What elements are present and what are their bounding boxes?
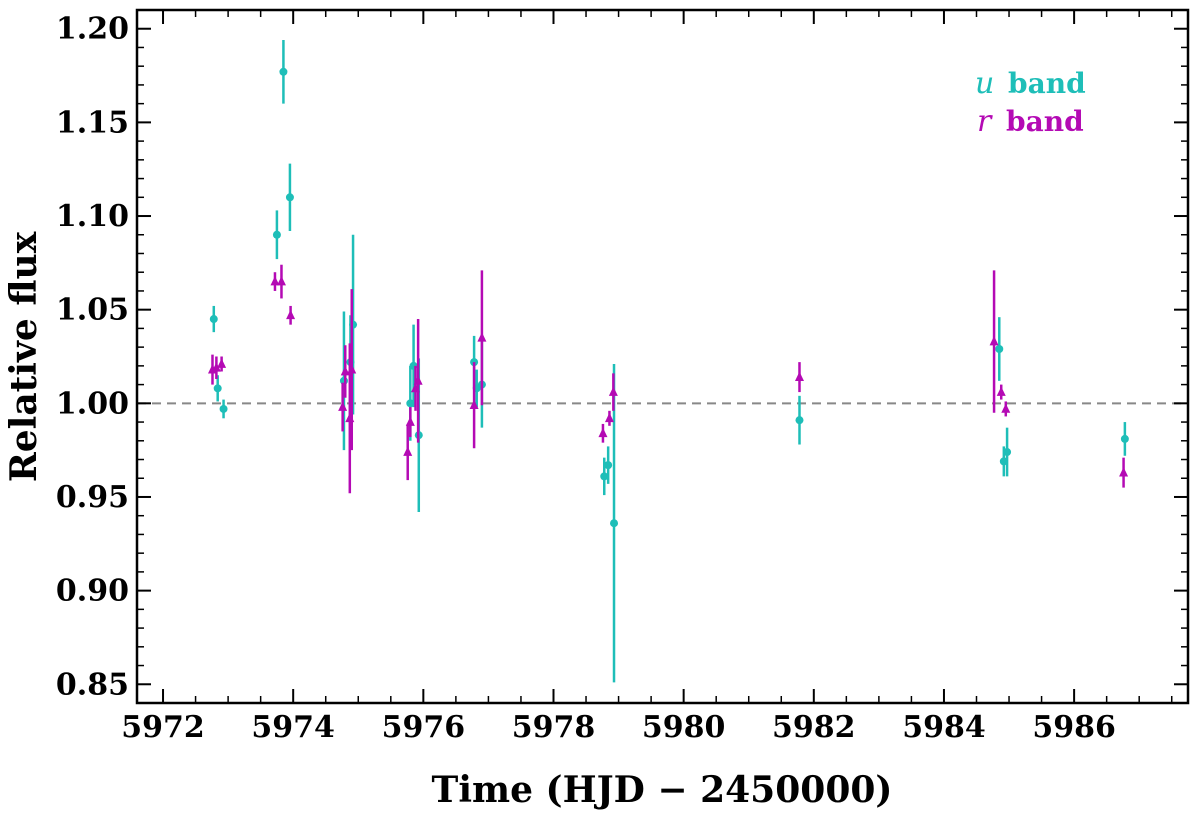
data-point (999, 457, 1008, 466)
data-point (276, 276, 286, 286)
data-point (270, 276, 280, 286)
x-tick-label: 5978 (512, 710, 596, 745)
data-point (477, 332, 487, 342)
plot-layer (137, 39, 1188, 683)
x-tick-label: 5986 (1032, 710, 1116, 745)
data-point (794, 371, 804, 381)
y-tick-label: 1.05 (56, 293, 129, 328)
data-point (1119, 467, 1129, 477)
data-point (604, 412, 614, 423)
axes-layer: 5972 5974 5976 5978 5980 5982 5984 5986 0.85 0.90… (56, 8, 1190, 745)
data-point (1003, 448, 1012, 457)
legend-u-symbol: u (975, 66, 994, 101)
data-point (279, 67, 288, 76)
data-point (347, 364, 357, 374)
y-tick-label: 0.85 (56, 667, 129, 702)
data-point (1120, 434, 1129, 443)
legend: u band r band (975, 66, 1086, 139)
data-point (349, 320, 358, 329)
data-point (286, 309, 296, 320)
y-tick-label: 0.95 (56, 480, 129, 515)
data-point (339, 376, 348, 385)
data-point (996, 386, 1006, 396)
legend-item-u-band: u band (975, 66, 1086, 101)
data-point (217, 358, 227, 368)
x-tick-label: 5980 (642, 710, 726, 745)
data-point (405, 416, 415, 426)
x-tick-label: 5974 (251, 710, 335, 745)
legend-u-band-label: band (1008, 67, 1086, 100)
data-point (406, 399, 415, 408)
data-point (989, 336, 999, 346)
y-tick-label: 1.15 (56, 105, 129, 140)
plot-frame (135, 8, 1190, 705)
legend-r-band-label: band (1006, 105, 1084, 138)
data-point (403, 446, 413, 456)
data-point (610, 519, 619, 528)
data-point (211, 362, 221, 372)
data-point (209, 315, 218, 324)
y-tick-label: 1.20 (56, 12, 129, 47)
data-point (219, 404, 228, 413)
data-point (608, 386, 618, 396)
x-tick-label: 5972 (121, 710, 205, 745)
x-tick-label: 5984 (902, 710, 986, 745)
y-tick-label: 1.10 (56, 199, 129, 234)
data-point (604, 461, 613, 470)
data-point (413, 375, 423, 385)
x-axis-title: Time (HJD − 2450000) (432, 769, 893, 811)
y-tick-label: 0.90 (56, 574, 129, 609)
data-point (340, 365, 350, 376)
data-point (469, 399, 479, 410)
legend-item-r-band: r band (977, 104, 1084, 139)
data-point (600, 472, 609, 481)
y-axis-title: Relative flux (3, 231, 45, 482)
data-point (795, 416, 804, 425)
data-point (995, 345, 1004, 354)
data-point (272, 230, 281, 239)
series-r-band (207, 264, 1129, 494)
data-point (1001, 403, 1011, 413)
data-point (338, 401, 348, 411)
legend-r-symbol: r (977, 104, 993, 139)
y-tick-label: 1.00 (56, 386, 129, 421)
data-point (598, 427, 608, 438)
data-point (213, 384, 222, 393)
x-tick-label: 5982 (772, 710, 856, 745)
x-tick-label: 5976 (382, 710, 466, 745)
data-point (285, 193, 294, 202)
